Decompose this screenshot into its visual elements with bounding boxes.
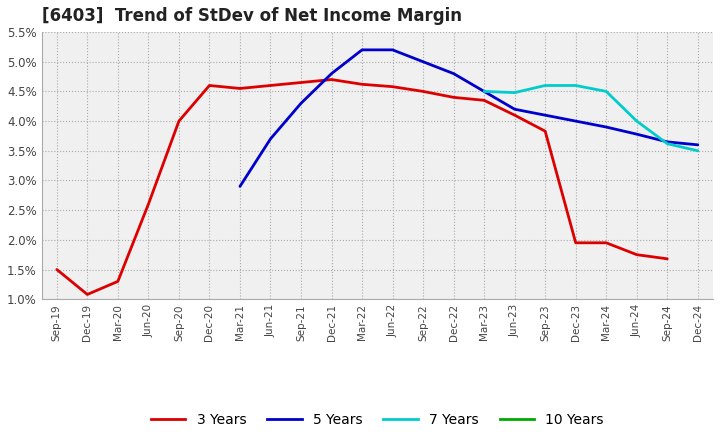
Text: [6403]  Trend of StDev of Net Income Margin: [6403] Trend of StDev of Net Income Marg…: [42, 7, 462, 25]
Legend: 3 Years, 5 Years, 7 Years, 10 Years: 3 Years, 5 Years, 7 Years, 10 Years: [145, 407, 609, 433]
